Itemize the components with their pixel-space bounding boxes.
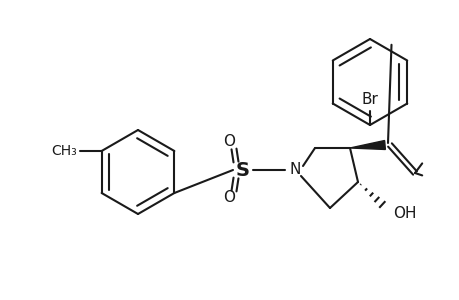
Text: N: N bbox=[289, 163, 300, 178]
Text: O: O bbox=[223, 134, 235, 149]
Text: CH₃: CH₃ bbox=[51, 144, 77, 158]
Polygon shape bbox=[349, 140, 385, 149]
Text: OH: OH bbox=[392, 206, 415, 220]
Text: S: S bbox=[235, 160, 249, 179]
Text: O: O bbox=[223, 190, 235, 206]
Text: Br: Br bbox=[361, 92, 378, 107]
